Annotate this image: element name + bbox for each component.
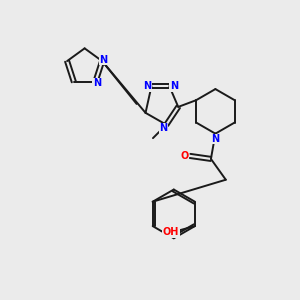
Text: N: N	[159, 123, 167, 133]
Text: N: N	[170, 81, 178, 91]
Text: N: N	[100, 55, 108, 64]
Text: N: N	[93, 78, 101, 88]
Text: N: N	[143, 81, 151, 91]
Text: N: N	[211, 134, 220, 144]
Text: OH: OH	[163, 227, 179, 237]
Text: O: O	[181, 151, 189, 161]
